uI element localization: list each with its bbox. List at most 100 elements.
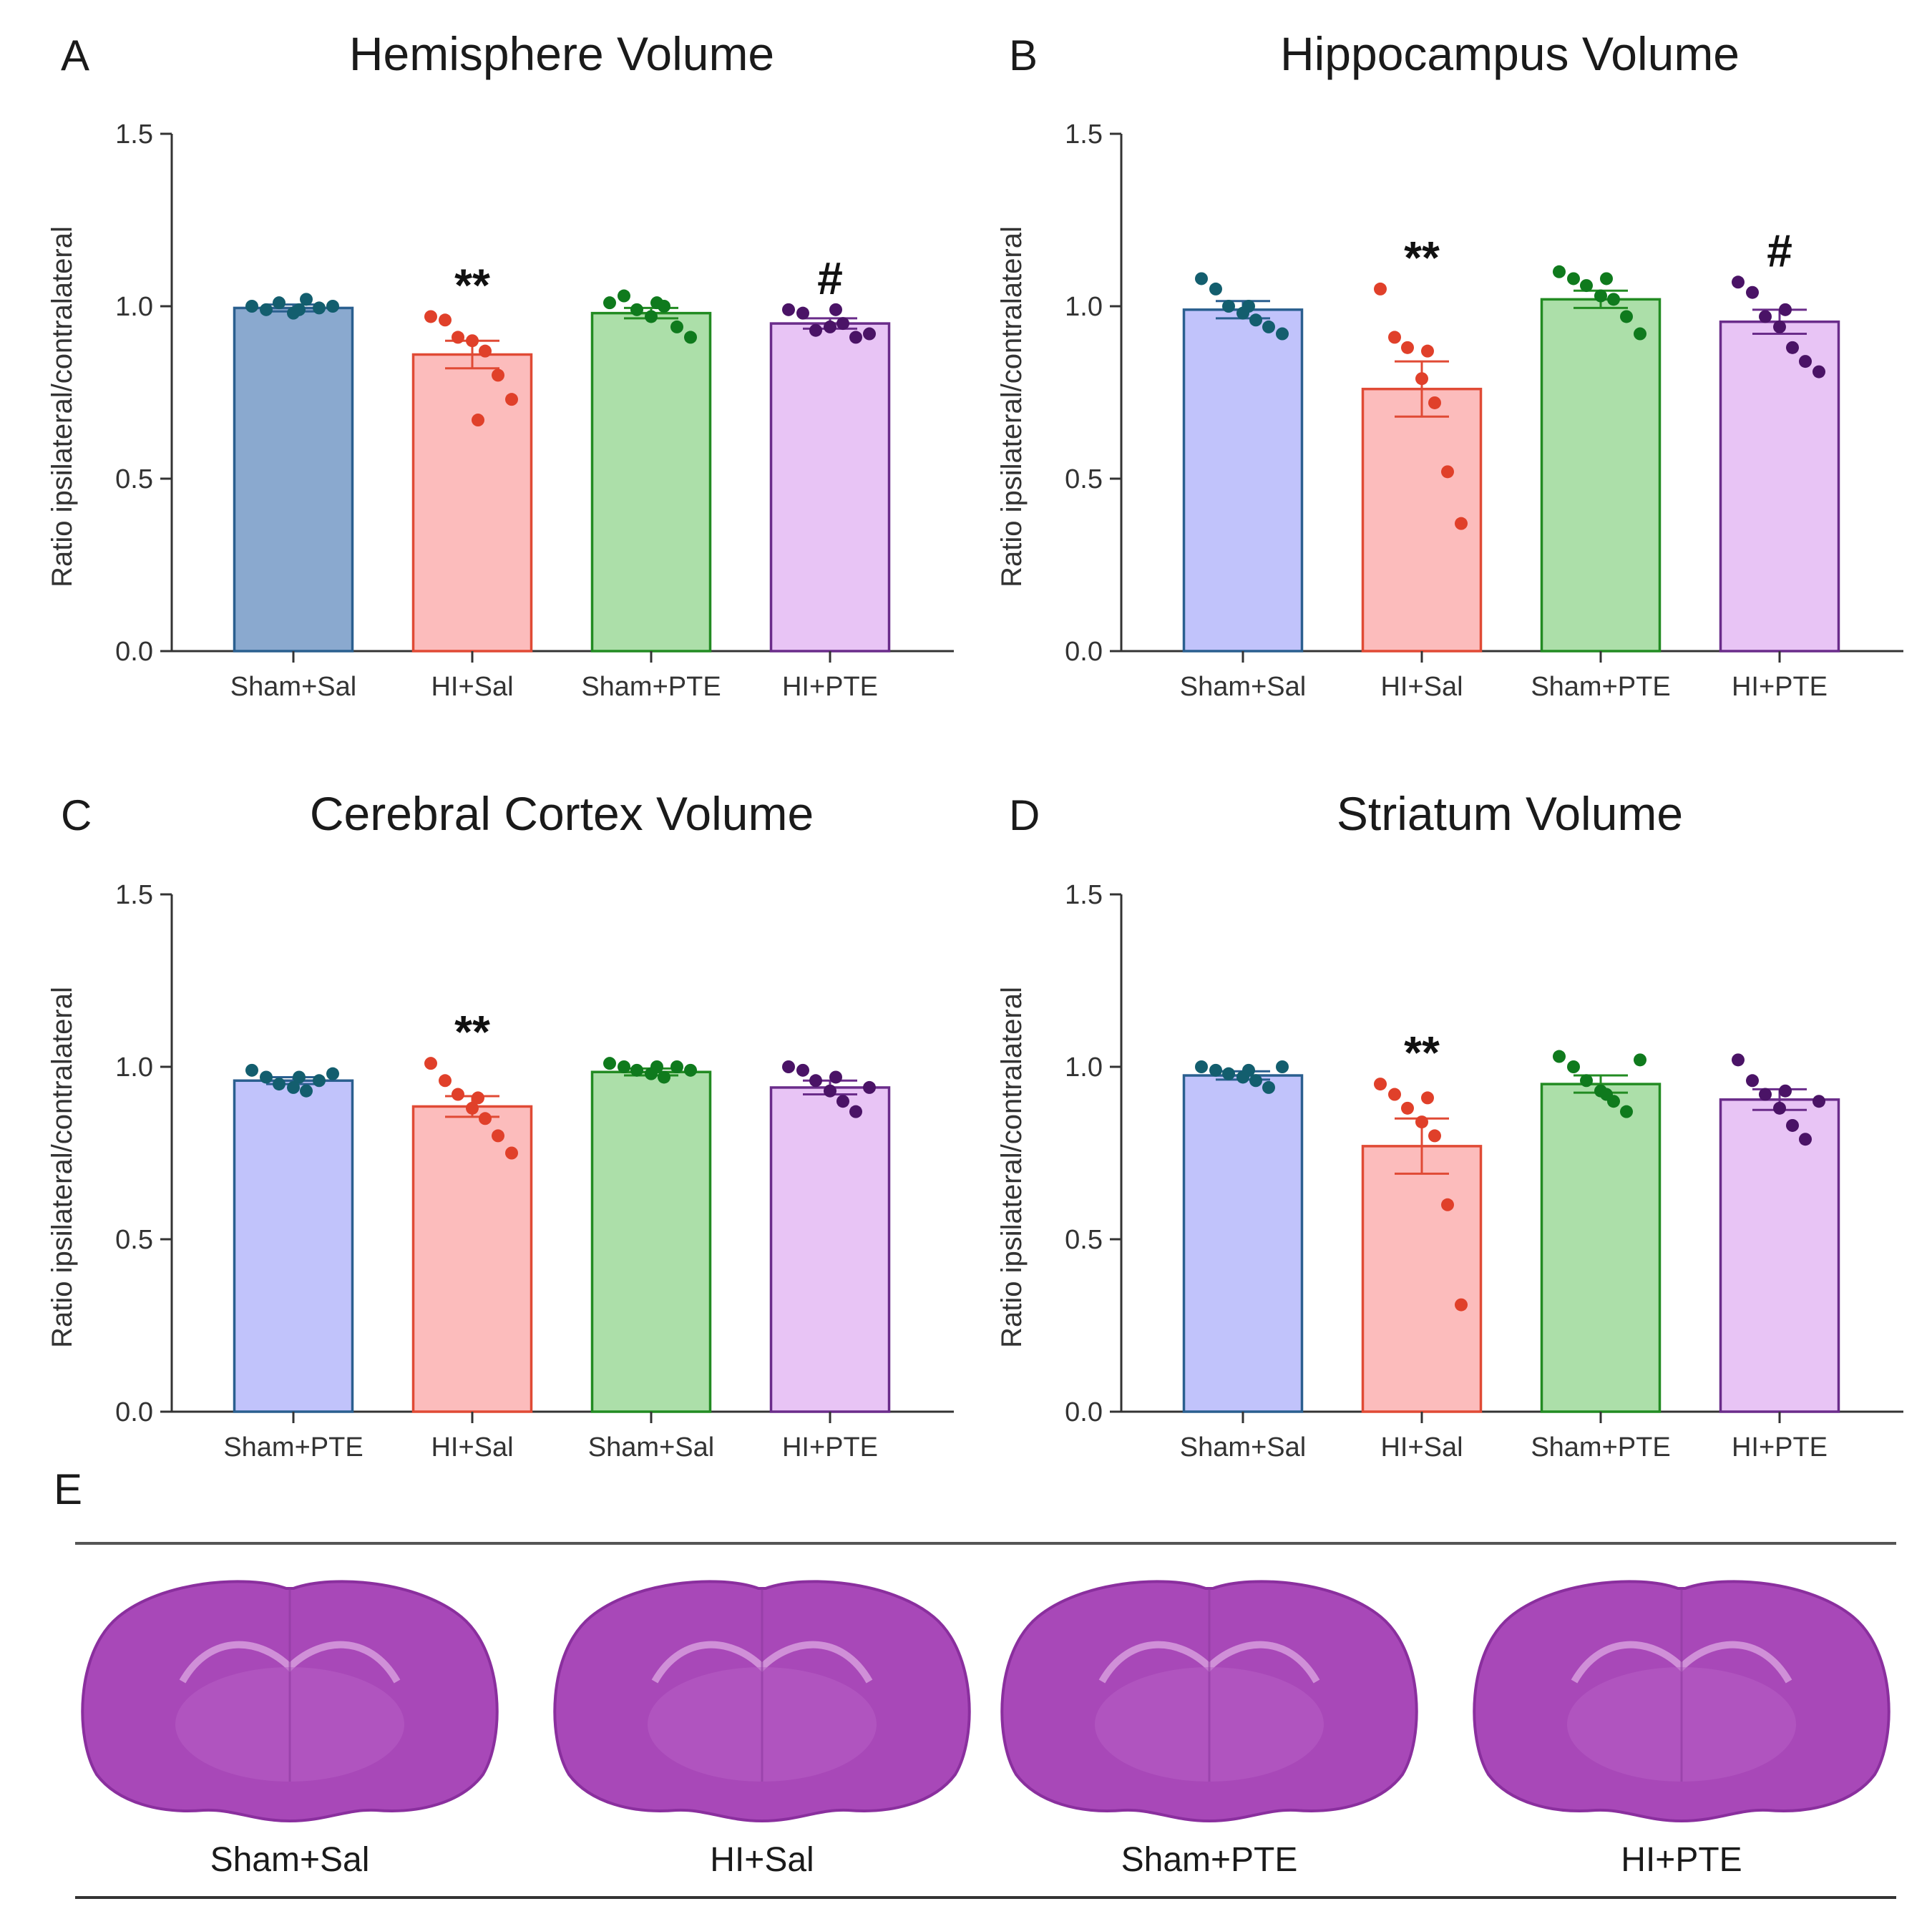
- data-point: [829, 303, 842, 316]
- data-point: [650, 1060, 663, 1073]
- brain-label-1: Sham+Sal: [210, 1841, 370, 1879]
- data-point: [836, 1095, 849, 1108]
- data-point: [1594, 289, 1607, 303]
- x-tick-label: HI+PTE: [782, 672, 878, 702]
- y-tick-label: 0.0: [1065, 637, 1103, 667]
- y-tick-label: 0.0: [115, 1397, 153, 1427]
- data-point: [505, 393, 518, 406]
- y-tick-label: 1.0: [1065, 292, 1103, 322]
- data-point: [796, 1063, 809, 1077]
- data-point: [293, 1070, 306, 1084]
- data-point: [313, 1074, 326, 1088]
- data-point: [287, 1080, 300, 1094]
- charts: A Hemisphere Volume 0.0 0.5 1.0 1.5 Ratio ipsi…: [47, 27, 1903, 1462]
- data-point: [1786, 341, 1799, 354]
- data-point: [863, 327, 876, 341]
- y-tick-label: 0.5: [1065, 464, 1103, 494]
- y-axis-label: Ratio ipsilateral/contralateral: [47, 226, 78, 587]
- y-tick-label: 1.0: [1065, 1053, 1103, 1083]
- x-tick-label: HI+Sal: [1380, 672, 1463, 702]
- data-point: [1799, 355, 1812, 368]
- data-point: [1455, 517, 1468, 530]
- chart-d: D Striatum Volume 0.0 0.5 1.0 1.5 Ratio ipsila…: [996, 787, 1903, 1462]
- data-point: [466, 334, 479, 348]
- significance-mark: #: [1767, 225, 1792, 276]
- data-point: [782, 1060, 795, 1073]
- data-point: [1746, 1074, 1759, 1088]
- x-tick-label: HI+PTE: [1732, 672, 1828, 702]
- chart-title: Striatum Volume: [1337, 787, 1683, 840]
- data-point: [326, 300, 339, 313]
- data-point: [313, 301, 326, 315]
- data-point: [630, 303, 643, 316]
- data-point: [1553, 1050, 1566, 1063]
- data-point: [479, 1112, 492, 1125]
- data-point: [472, 414, 484, 427]
- panel-letter: D: [1009, 791, 1040, 839]
- data-point: [603, 296, 616, 310]
- brain-section: [81, 1580, 499, 1823]
- data-point: [1634, 327, 1646, 341]
- data-point: [273, 1078, 286, 1091]
- x-tick-label: Sham+PTE: [1531, 672, 1670, 702]
- data-point: [424, 1057, 437, 1070]
- data-point: [1813, 365, 1825, 379]
- data-point: [1415, 372, 1428, 386]
- y-tick-label: 1.5: [115, 119, 153, 150]
- data-point: [1415, 1115, 1428, 1129]
- data-point: [1813, 1095, 1825, 1108]
- bar: [1540, 1083, 1662, 1413]
- x-tick-label: HI+PTE: [1732, 1432, 1828, 1462]
- x-tick-label: Sham+Sal: [1180, 672, 1306, 702]
- data-point: [1779, 303, 1792, 316]
- data-point: [1732, 275, 1745, 289]
- data-point: [1401, 341, 1414, 354]
- data-point: [1262, 320, 1275, 333]
- x-tick-label: Sham+PTE: [581, 672, 721, 702]
- data-point: [1195, 1060, 1208, 1073]
- data-point: [1388, 1088, 1401, 1101]
- data-point: [1553, 265, 1566, 278]
- data-point: [1401, 1101, 1414, 1115]
- y-tick-label: 0.5: [1065, 1225, 1103, 1255]
- brain-section: [1473, 1580, 1890, 1823]
- data-point: [1600, 1088, 1613, 1101]
- data-point: [1773, 320, 1786, 333]
- data-point: [326, 1067, 339, 1080]
- data-point: [1374, 1078, 1387, 1091]
- data-point: [1786, 1118, 1799, 1132]
- data-point: [782, 303, 795, 316]
- data-point: [670, 320, 683, 333]
- data-point: [603, 1057, 616, 1070]
- brain-label-2: HI+Sal: [710, 1841, 814, 1879]
- chart-title: Hemisphere Volume: [349, 27, 774, 80]
- data-point: [809, 323, 822, 337]
- data-point: [439, 313, 452, 327]
- x-tick-label: Sham+PTE: [1531, 1432, 1670, 1462]
- x-tick-label: HI+Sal: [431, 672, 513, 702]
- data-point: [658, 1070, 670, 1084]
- data-point: [684, 331, 697, 344]
- data-point: [829, 1070, 842, 1084]
- data-point: [452, 331, 464, 344]
- data-point: [1746, 285, 1759, 299]
- data-point: [824, 320, 836, 333]
- bar: [769, 322, 891, 653]
- data-point: [1428, 1129, 1441, 1143]
- bar: [233, 1079, 354, 1413]
- brain-sections: [81, 1580, 1890, 1823]
- bar: [1540, 298, 1662, 653]
- data-point: [863, 1080, 876, 1094]
- panel-letter: A: [61, 31, 89, 79]
- data-point: [300, 293, 313, 306]
- brain-section: [553, 1580, 971, 1823]
- data-point: [1209, 1063, 1222, 1077]
- data-point: [1242, 300, 1255, 313]
- data-point: [260, 303, 273, 316]
- data-point: [849, 1105, 862, 1118]
- data-point: [1195, 272, 1208, 285]
- data-point: [466, 1101, 479, 1115]
- y-tick-label: 0.5: [115, 464, 153, 494]
- panel-letter: C: [61, 791, 92, 839]
- data-point: [1276, 327, 1289, 341]
